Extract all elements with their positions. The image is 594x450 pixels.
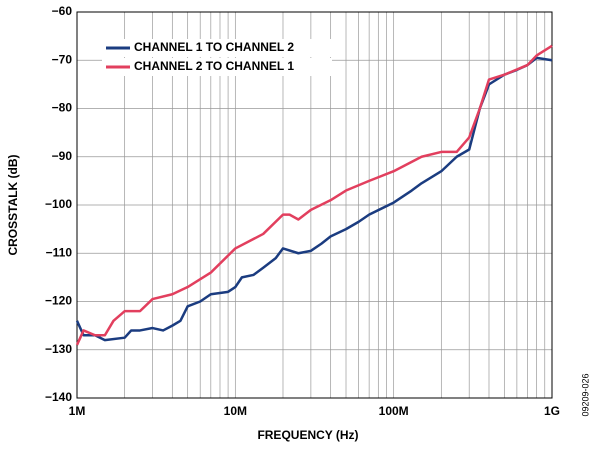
y-tick-label: −60 <box>52 4 73 18</box>
y-tick-label: −90 <box>52 149 73 163</box>
y-tick-label: −70 <box>52 52 73 66</box>
legend-background <box>102 39 332 57</box>
legend-background <box>102 58 332 76</box>
y-tick-label: −110 <box>46 245 73 259</box>
plot-frame <box>76 11 553 399</box>
x-tick-label: 10M <box>224 404 247 418</box>
y-tick-label: −80 <box>52 101 73 115</box>
x-tick-label: 1M <box>69 404 86 418</box>
x-tick-label: 100M <box>379 404 409 418</box>
legend-label: CHANNEL 1 TO CHANNEL 2 <box>134 40 294 54</box>
y-tick-label: −100 <box>45 197 72 211</box>
y-tick-label: −130 <box>45 342 72 356</box>
y-axis-label: CROSSTALK (dB) <box>6 154 20 255</box>
x-axis-label: FREQUENCY (Hz) <box>257 428 358 442</box>
series-line <box>75 56 553 342</box>
series-line <box>75 44 553 346</box>
y-tick-label: −140 <box>45 390 72 404</box>
figure-code: 09209-026 <box>580 373 590 416</box>
x-tick-label: 1G <box>544 404 560 418</box>
y-tick-label: −120 <box>45 294 72 308</box>
legend-label: CHANNEL 2 TO CHANNEL 1 <box>134 59 294 73</box>
